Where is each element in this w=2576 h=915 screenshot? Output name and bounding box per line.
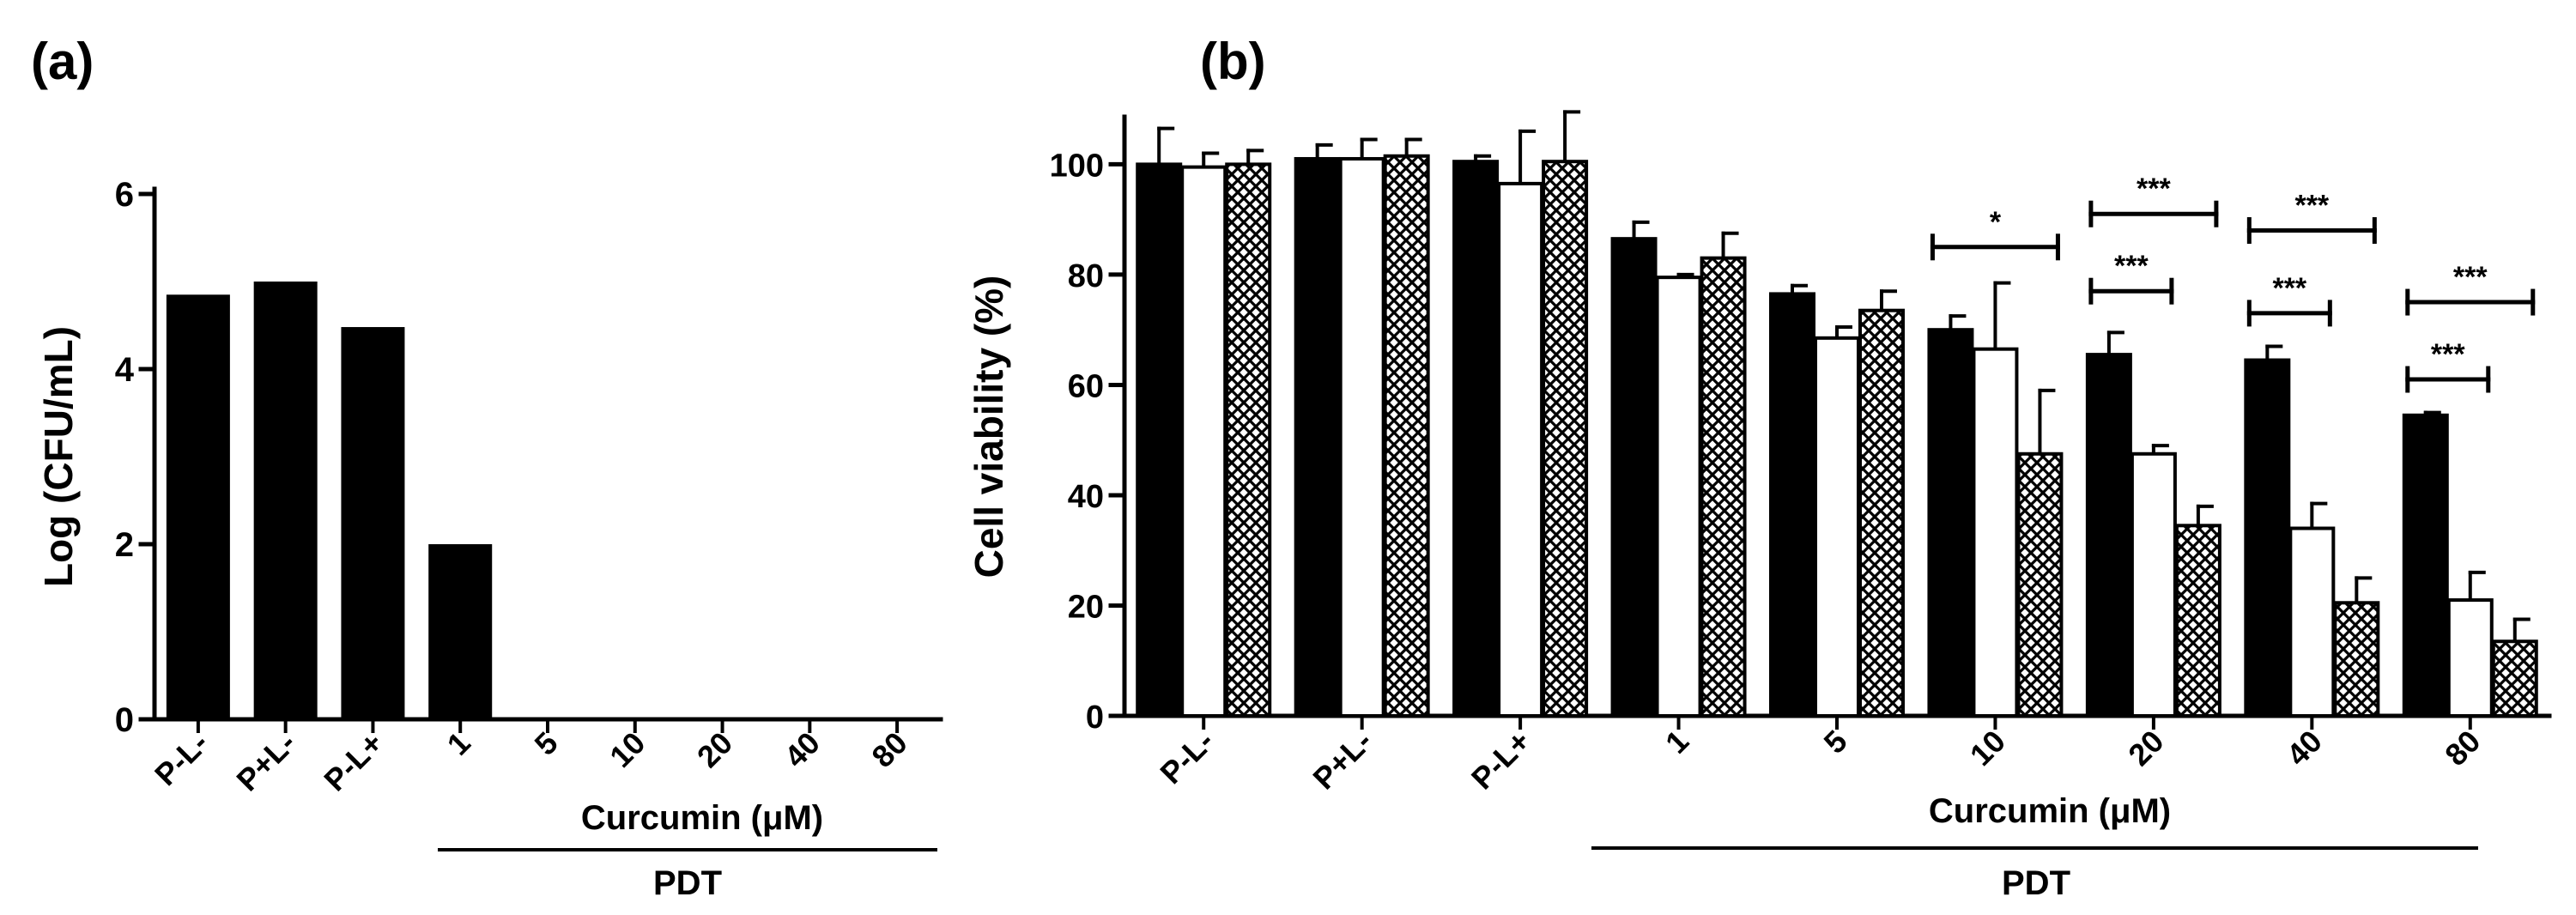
x-tick-label: 20 xyxy=(690,725,739,774)
bar-1-hatched xyxy=(1700,256,1747,718)
bar-40-hatched xyxy=(2333,601,2380,718)
bar-40-open xyxy=(2288,526,2336,718)
bar-20-hatched xyxy=(2174,524,2221,718)
bar-P-L+ xyxy=(341,327,405,719)
bar-P-L--solid xyxy=(1136,162,1183,718)
significance-label: *** xyxy=(2114,250,2149,282)
x-tick-label: 20 xyxy=(2121,724,2170,773)
significance-label: *** xyxy=(2137,173,2171,205)
x-tick-label: P-L- xyxy=(148,725,215,792)
bar-20-open xyxy=(2130,451,2177,718)
x-axis-label: Curcumin (μM) xyxy=(581,799,823,837)
y-tick-label: 0 xyxy=(1086,700,1104,736)
significance-label: *** xyxy=(2272,272,2306,305)
significance-label: * xyxy=(1990,206,2002,239)
bar-5-hatched xyxy=(1858,308,1905,718)
chart-panel-b: (b) 0 20 40 60 80 100 Cell viability (%) P-L- P+L… xyxy=(967,33,2552,902)
y-tick-label: 100 xyxy=(1050,148,1104,184)
panel-label-a: (a) xyxy=(31,33,94,90)
bar-P-L+-hatched xyxy=(1542,160,1589,718)
bar-P-L--open xyxy=(1180,165,1227,718)
y-tick-label: 6 xyxy=(115,176,134,214)
x-axis-label: Curcumin (μM) xyxy=(1929,792,2171,830)
y-tick-label: 80 xyxy=(1068,258,1104,294)
y-tick-label: 60 xyxy=(1068,368,1104,404)
bar-1-open xyxy=(1655,276,1702,718)
significance-label: *** xyxy=(2431,338,2465,371)
bar-5-open xyxy=(1814,336,1860,718)
bar-P+L--solid xyxy=(1294,156,1341,718)
bar-P+L- xyxy=(253,282,318,719)
x-tick-label: 40 xyxy=(2280,724,2329,773)
bar-P+L--hatched xyxy=(1383,154,1430,718)
y-tick-label: 40 xyxy=(1068,479,1104,515)
x-tick-label: P-L+ xyxy=(1464,724,1537,797)
y-tick-label: 2 xyxy=(115,526,134,564)
bar-1 xyxy=(428,544,493,719)
bar-80-hatched xyxy=(2491,639,2538,718)
x-tick-label: P-L+ xyxy=(317,725,390,798)
bar-P+L--open xyxy=(1338,156,1385,718)
y-tick-label: 4 xyxy=(115,351,135,389)
bar-10-open xyxy=(1972,347,2019,718)
pdt-group-label: PDT xyxy=(2002,864,2070,902)
bar-20-solid xyxy=(2085,353,2132,718)
bar-P-L+-open xyxy=(1497,181,1544,718)
bar-80-solid xyxy=(2402,413,2449,718)
x-tick-label: 80 xyxy=(2438,724,2487,773)
y-tick-label: 0 xyxy=(115,701,134,739)
x-tick-label: 10 xyxy=(603,725,652,774)
bar-80-open xyxy=(2446,598,2494,718)
bar-40-solid xyxy=(2244,358,2291,718)
x-tick-label: P-L- xyxy=(1153,724,1220,791)
x-tick-label: 10 xyxy=(1963,724,2012,773)
x-tick-label: P+L- xyxy=(229,725,302,798)
y-tick-label: 20 xyxy=(1068,589,1104,625)
y-axis-label: Log (CFU/mL) xyxy=(36,326,81,587)
bar-P-L- xyxy=(166,294,230,719)
bar-10-hatched xyxy=(2016,451,2064,718)
panel-label-b: (b) xyxy=(1200,33,1266,90)
bar-10-solid xyxy=(1927,328,1974,718)
significance-label: *** xyxy=(2453,261,2488,294)
bar-P-L+-solid xyxy=(1452,160,1500,718)
y-axis-label: Cell viability (%) xyxy=(967,276,1011,579)
bar-1-solid xyxy=(1610,237,1658,718)
significance-label: *** xyxy=(2294,190,2329,222)
bar-P-L--hatched xyxy=(1225,162,1272,718)
bar-5-solid xyxy=(1769,292,1815,718)
pdt-group-label: PDT xyxy=(653,864,722,902)
x-tick-label: 80 xyxy=(864,725,913,774)
x-tick-label: 40 xyxy=(778,725,827,774)
x-tick-label: P+L- xyxy=(1306,724,1379,797)
